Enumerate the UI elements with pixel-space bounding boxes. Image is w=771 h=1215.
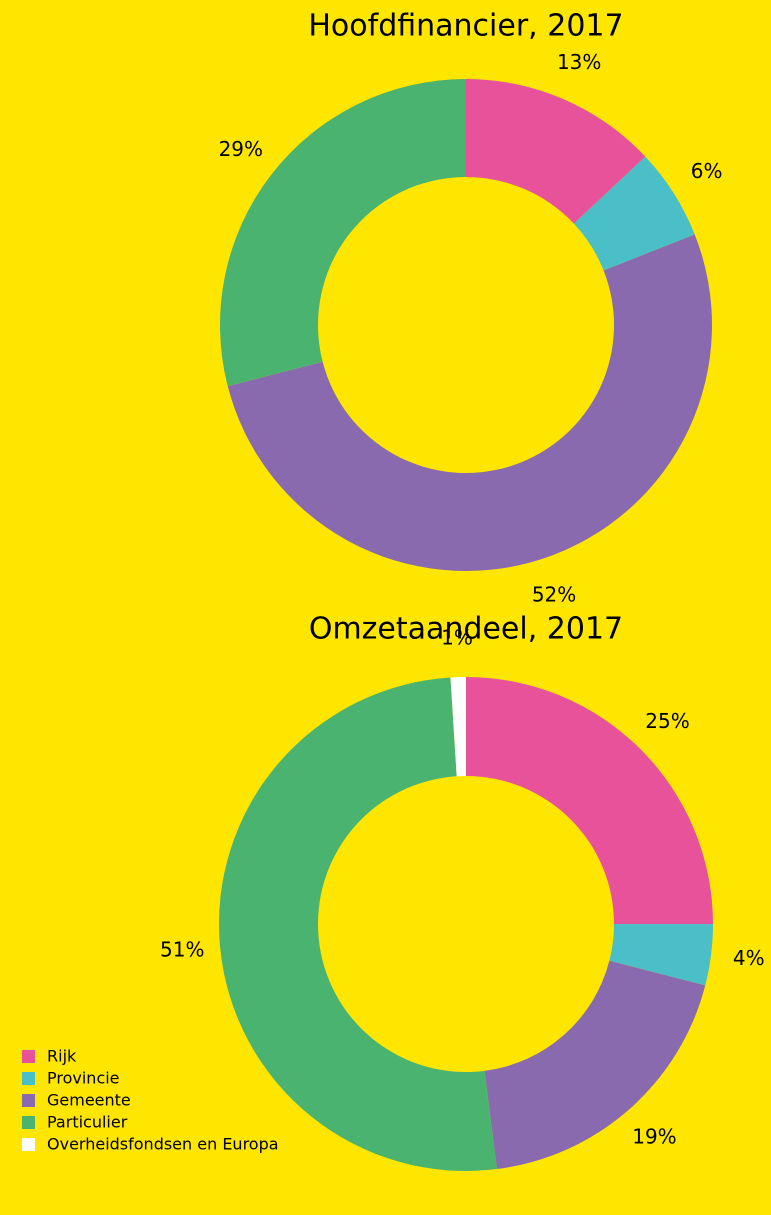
data-label: 19% — [632, 1124, 676, 1148]
legend-label: Provincie — [47, 1069, 120, 1088]
data-label: 29% — [219, 137, 263, 161]
legend-swatch — [22, 1138, 35, 1151]
data-label: 51% — [160, 937, 204, 961]
legend-label: Particulier — [47, 1113, 128, 1132]
legend-swatch — [22, 1116, 35, 1129]
data-label: 4% — [733, 946, 765, 970]
data-label: 1% — [441, 626, 473, 650]
donut-segment — [484, 960, 706, 1170]
donut-segment — [609, 924, 713, 986]
data-label: 52% — [532, 583, 576, 607]
donut-segment — [573, 156, 695, 271]
legend-label: Gemeente — [47, 1091, 131, 1110]
donut-segment — [466, 677, 713, 924]
chart-title: Omzetaandeel, 2017 — [309, 612, 623, 647]
donut-segment — [466, 79, 646, 224]
legend-swatch — [22, 1072, 35, 1085]
data-label: 13% — [557, 50, 601, 74]
legend-label: Rijk — [47, 1047, 77, 1066]
donut-segment — [220, 79, 466, 387]
data-label: 25% — [645, 709, 689, 733]
legend-label: Overheidsfondsen en Europa — [47, 1135, 279, 1154]
donut-segment — [227, 234, 712, 571]
donut-segment — [218, 677, 497, 1171]
chart-title: Hoofdfinancier, 2017 — [308, 9, 623, 44]
legend-swatch — [22, 1050, 35, 1063]
donut-segment — [450, 677, 466, 777]
data-label: 6% — [691, 159, 723, 183]
legend-swatch — [22, 1094, 35, 1107]
